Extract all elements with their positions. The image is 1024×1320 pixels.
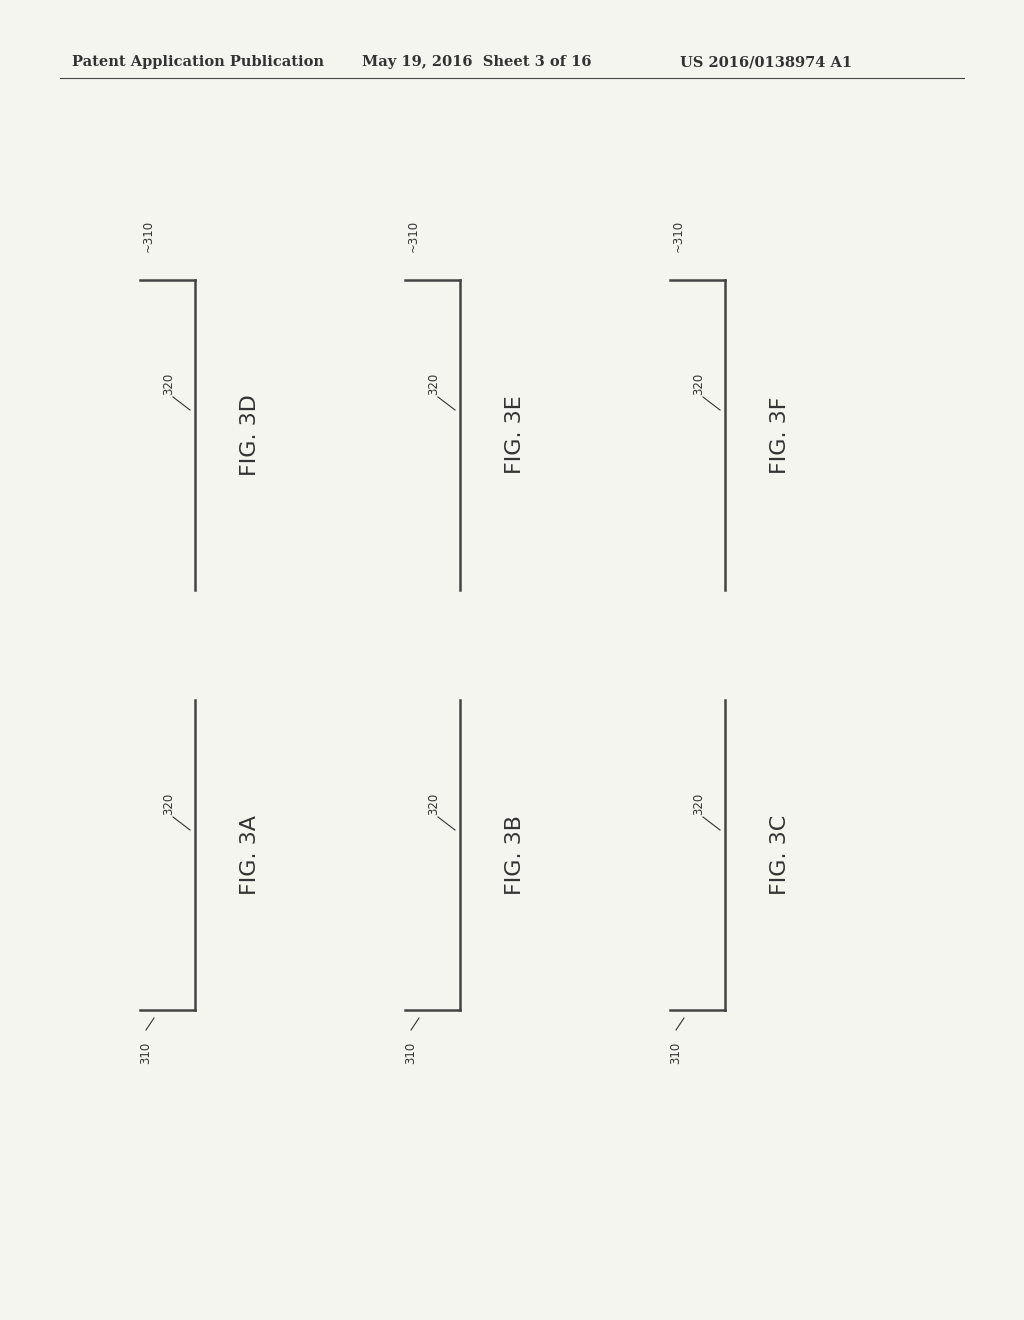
Text: 320: 320 [692,372,706,395]
Text: FIG. 3A: FIG. 3A [240,814,260,895]
Text: 310: 310 [139,1041,153,1064]
Text: ~310: ~310 [672,220,684,252]
Text: 320: 320 [163,372,175,395]
Text: ~310: ~310 [407,220,420,252]
Text: 320: 320 [163,793,175,814]
Text: FIG. 3F: FIG. 3F [770,396,790,474]
Text: FIG. 3E: FIG. 3E [505,396,525,474]
Text: May 19, 2016  Sheet 3 of 16: May 19, 2016 Sheet 3 of 16 [362,55,592,69]
Text: ~310: ~310 [141,220,155,252]
Text: 310: 310 [404,1041,418,1064]
Text: US 2016/0138974 A1: US 2016/0138974 A1 [680,55,852,69]
Text: 320: 320 [427,793,440,814]
Text: 320: 320 [692,793,706,814]
Text: 310: 310 [670,1041,683,1064]
Text: FIG. 3B: FIG. 3B [505,814,525,895]
Text: Patent Application Publication: Patent Application Publication [72,55,324,69]
Text: FIG. 3D: FIG. 3D [240,395,260,477]
Text: FIG. 3C: FIG. 3C [770,814,790,895]
Text: 320: 320 [427,372,440,395]
